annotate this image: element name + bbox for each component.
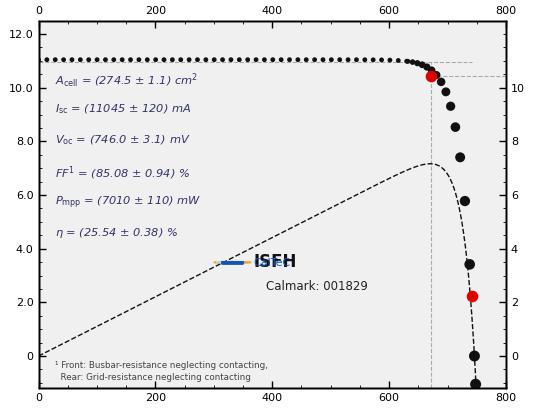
Point (252, 57, 261, 63)
Text: ISFH: ISFH (254, 253, 297, 271)
Point (377, 57, 386, 63)
Point (268, 57, 277, 63)
Point (336, 57, 344, 63)
Point (437, 78, 446, 85)
Point (360, 57, 369, 63)
Point (422, 64, 431, 70)
Point (210, 57, 218, 63)
Point (432, 72, 441, 78)
Point (51, 57, 59, 63)
Point (417, 62, 426, 68)
Point (260, 57, 269, 63)
Point (446, 103, 455, 109)
Point (471, 381, 480, 387)
Point (451, 124, 460, 131)
Point (302, 57, 311, 63)
Point (460, 198, 469, 204)
Point (151, 57, 160, 63)
Point (427, 73, 436, 79)
Point (227, 57, 235, 63)
Text: ¹ Front: Busbar-resistance neglecting contacting,: ¹ Front: Busbar-resistance neglecting co… (55, 361, 268, 370)
Point (294, 57, 302, 63)
Point (109, 57, 118, 63)
Point (285, 57, 294, 63)
Point (177, 57, 185, 63)
Point (118, 57, 127, 63)
Circle shape (214, 261, 251, 263)
Point (84, 57, 93, 63)
Point (68, 57, 76, 63)
Point (442, 88, 450, 95)
Point (467, 292, 476, 299)
Text: $A_\mathrm{cell}$ = (274.5 $\pm$ 1.1) cm$^2$: $A_\mathrm{cell}$ = (274.5 $\pm$ 1.1) cm… (55, 71, 197, 90)
Point (470, 353, 479, 359)
Point (76, 57, 85, 63)
Text: Calmark: 001829: Calmark: 001829 (266, 280, 368, 293)
Point (92, 57, 101, 63)
Text: Rear: Grid-resistance neglecting contacting: Rear: Grid-resistance neglecting contact… (55, 373, 251, 382)
Point (59, 57, 68, 63)
Point (101, 57, 110, 63)
Point (352, 57, 361, 63)
Point (402, 58, 411, 64)
Text: $V_\mathrm{oc}$ = (746.0 $\pm$ 3.1) mV: $V_\mathrm{oc}$ = (746.0 $\pm$ 3.1) mV (55, 133, 190, 147)
Text: $FF^1$ = (85.08 $\pm$ 0.94) %: $FF^1$ = (85.08 $\pm$ 0.94) % (55, 164, 190, 182)
Text: $P_\mathrm{mpp}$ = (7010 $\pm$ 110) mW: $P_\mathrm{mpp}$ = (7010 $\pm$ 110) mW (55, 195, 201, 211)
Point (135, 57, 144, 63)
Text: $\eta$ = (25.54 $\pm$ 0.38) %: $\eta$ = (25.54 $\pm$ 0.38) % (55, 226, 178, 240)
Point (456, 154, 465, 161)
Point (143, 57, 152, 63)
Point (465, 261, 474, 268)
Point (185, 57, 194, 63)
Point (408, 59, 417, 65)
Point (201, 57, 210, 63)
Point (277, 57, 285, 63)
Point (243, 57, 252, 63)
Point (427, 67, 436, 74)
Point (168, 57, 177, 63)
Point (344, 57, 353, 63)
Point (160, 57, 168, 63)
Point (310, 57, 319, 63)
Point (369, 57, 378, 63)
Text: CalTeC: CalTeC (254, 258, 291, 268)
Text: $I_\mathrm{sc}$ = (11045 $\pm$ 120) mA: $I_\mathrm{sc}$ = (11045 $\pm$ 120) mA (55, 102, 191, 116)
Point (126, 57, 135, 63)
Point (327, 57, 336, 63)
Point (34, 57, 43, 63)
Point (218, 57, 227, 63)
Point (42, 57, 51, 63)
Point (318, 57, 327, 63)
Point (235, 57, 244, 63)
Point (404, 58, 412, 65)
Point (386, 57, 394, 64)
Point (394, 57, 403, 64)
Wedge shape (216, 261, 227, 263)
Point (413, 60, 422, 66)
Point (193, 57, 202, 63)
